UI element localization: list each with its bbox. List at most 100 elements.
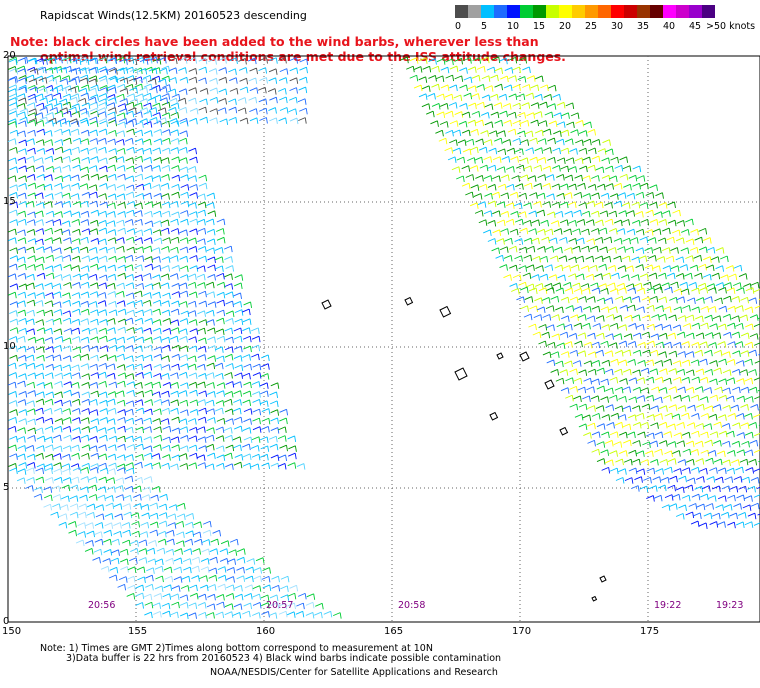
wind-barb bbox=[225, 381, 235, 388]
wind-barb bbox=[111, 549, 120, 556]
wind-barb bbox=[484, 192, 493, 200]
wind-barb bbox=[698, 227, 708, 235]
wind-barb bbox=[601, 359, 611, 367]
wind-barb bbox=[733, 503, 742, 510]
wind-barb bbox=[622, 349, 632, 357]
wind-barb bbox=[518, 246, 528, 254]
wind-barb bbox=[591, 305, 601, 313]
wind-barb bbox=[243, 345, 252, 353]
wind-barb bbox=[61, 484, 71, 492]
wind-barb bbox=[79, 494, 88, 502]
wind-barb bbox=[278, 117, 288, 124]
wind-barb bbox=[62, 274, 72, 281]
wind-barb bbox=[578, 423, 588, 431]
wind-barb bbox=[484, 121, 494, 128]
wind-barb bbox=[53, 263, 63, 271]
wind-barb bbox=[26, 467, 35, 474]
wind-barb bbox=[188, 381, 198, 389]
wind-barb bbox=[95, 513, 105, 520]
wind-barb bbox=[107, 211, 116, 218]
wind-barb bbox=[564, 323, 573, 331]
wind-barb bbox=[729, 485, 739, 493]
wind-barb bbox=[474, 209, 484, 217]
wind-barb bbox=[587, 422, 596, 430]
wind-barb bbox=[556, 174, 565, 181]
wind-barb bbox=[475, 119, 484, 127]
wind-barb bbox=[550, 255, 559, 262]
wind-barb bbox=[625, 265, 634, 272]
wind-barb bbox=[594, 255, 604, 263]
wind-barb bbox=[39, 107, 49, 114]
wind-barb bbox=[170, 236, 180, 244]
wind-barb bbox=[619, 173, 629, 181]
wind-barb bbox=[215, 426, 225, 434]
wind-barb bbox=[723, 504, 733, 511]
wind-barb bbox=[72, 354, 82, 361]
wind-barb bbox=[116, 147, 126, 155]
wind-barb bbox=[180, 174, 189, 181]
wind-barb bbox=[179, 146, 188, 154]
wind-barb bbox=[177, 513, 186, 520]
wind-barb bbox=[702, 485, 711, 492]
wind-barb bbox=[126, 201, 136, 208]
wind-barb bbox=[54, 407, 63, 415]
wind-barb bbox=[736, 378, 745, 385]
wind-barb bbox=[90, 390, 100, 398]
wind-barb bbox=[9, 327, 19, 334]
wind-barb bbox=[54, 336, 64, 343]
wind-barb bbox=[648, 272, 658, 280]
wind-barb bbox=[80, 166, 90, 173]
wind-barb bbox=[576, 237, 585, 245]
wind-barb bbox=[731, 459, 740, 466]
wind-barb bbox=[676, 368, 686, 376]
wind-barb bbox=[197, 201, 207, 209]
wind-barb bbox=[214, 256, 224, 263]
wind-barb bbox=[152, 147, 162, 154]
wind-barb bbox=[117, 443, 126, 451]
wind-barb bbox=[512, 120, 522, 127]
wind-barb bbox=[128, 107, 137, 114]
wind-barb bbox=[591, 192, 600, 199]
wind-barb bbox=[170, 611, 179, 619]
wind-barb bbox=[27, 57, 37, 65]
wind-barb bbox=[224, 256, 233, 263]
wind-barb bbox=[134, 237, 143, 244]
wind-barb bbox=[741, 476, 751, 484]
island-outline bbox=[559, 426, 569, 436]
wind-barb bbox=[115, 494, 125, 501]
wind-barb bbox=[45, 112, 55, 119]
wind-barb bbox=[690, 520, 700, 528]
wind-barb bbox=[17, 103, 26, 110]
wind-barb bbox=[564, 247, 573, 254]
wind-barb bbox=[8, 444, 18, 452]
wind-barb bbox=[72, 201, 82, 208]
wind-barb bbox=[744, 413, 753, 420]
wind-barb bbox=[188, 372, 198, 379]
wind-barb bbox=[108, 97, 117, 104]
wind-barb bbox=[594, 236, 604, 244]
wind-barb bbox=[648, 255, 657, 262]
wind-barb bbox=[69, 495, 79, 502]
wind-barb bbox=[89, 425, 98, 433]
wind-barb bbox=[559, 369, 569, 376]
wind-barb bbox=[128, 58, 138, 65]
wind-barb bbox=[153, 210, 162, 218]
wind-barb bbox=[224, 603, 234, 610]
wind-barb bbox=[689, 246, 699, 254]
wind-barb bbox=[500, 211, 510, 218]
wind-barb bbox=[161, 390, 170, 398]
wind-barb bbox=[600, 306, 610, 313]
wind-barb bbox=[63, 110, 72, 118]
wind-barb bbox=[501, 174, 510, 181]
wind-barb bbox=[161, 336, 171, 344]
wind-barb bbox=[45, 477, 54, 484]
wind-barb bbox=[618, 210, 628, 217]
wind-barb bbox=[138, 539, 148, 546]
wind-barb bbox=[573, 377, 583, 385]
wind-barb bbox=[548, 274, 558, 281]
wind-barb bbox=[153, 398, 163, 406]
wind-barb bbox=[16, 477, 26, 484]
colorbar-unit: >50 knots bbox=[706, 21, 756, 32]
wind-barb bbox=[84, 548, 94, 555]
wind-barb bbox=[574, 157, 584, 164]
